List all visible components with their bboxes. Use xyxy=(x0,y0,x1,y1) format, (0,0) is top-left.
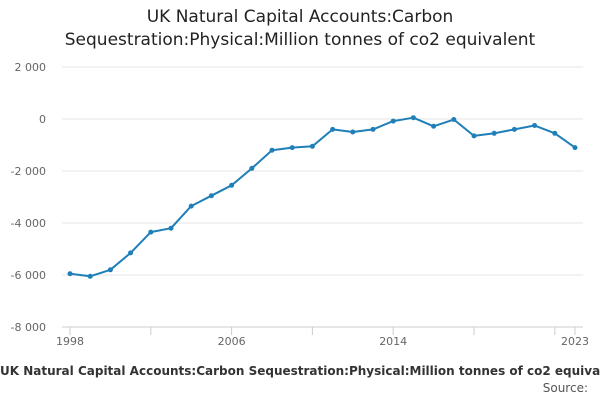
data-point[interactable] xyxy=(390,118,396,124)
y-tick-label: -6 000 xyxy=(11,269,46,282)
data-point[interactable] xyxy=(370,126,376,132)
data-point[interactable] xyxy=(451,117,457,123)
data-point[interactable] xyxy=(431,123,437,129)
data-point[interactable] xyxy=(229,182,235,188)
data-point[interactable] xyxy=(249,165,255,171)
data-point[interactable] xyxy=(471,133,477,139)
chart-title: UK Natural Capital Accounts:Carbon Seque… xyxy=(0,6,600,52)
data-point[interactable] xyxy=(350,129,356,135)
data-point[interactable] xyxy=(107,267,113,273)
x-tick-label: 2014 xyxy=(379,335,407,348)
source-label: Source: xyxy=(542,381,588,395)
series-layer xyxy=(67,115,578,279)
data-point[interactable] xyxy=(552,130,558,136)
data-point[interactable] xyxy=(511,126,517,132)
data-point[interactable] xyxy=(269,147,275,153)
data-point[interactable] xyxy=(289,145,295,151)
y-tick-label: 0 xyxy=(39,113,46,126)
data-point[interactable] xyxy=(148,229,154,235)
gridlines xyxy=(62,66,583,328)
data-point[interactable] xyxy=(87,273,93,279)
x-axis: 1998 2006 2014 2023 xyxy=(56,326,589,348)
series-line xyxy=(69,116,576,278)
y-tick-label: -8 000 xyxy=(11,321,46,334)
data-point[interactable] xyxy=(330,126,336,132)
x-tick-label: 1998 xyxy=(56,335,84,348)
x-tick-label: 2023 xyxy=(561,335,589,348)
y-tick-label: -2 000 xyxy=(11,165,46,178)
data-point[interactable] xyxy=(309,143,315,149)
chart-title-line-1: UK Natural Capital Accounts:Carbon xyxy=(146,7,454,27)
y-axis: -8 000 -6 000 -4 000 -2 000 0 2 000 xyxy=(11,61,46,334)
data-point[interactable] xyxy=(168,225,174,231)
data-point[interactable] xyxy=(572,145,578,151)
y-tick-label: 2 000 xyxy=(15,61,47,74)
data-point[interactable] xyxy=(532,123,538,128)
legend-label: UK Natural Capital Accounts:Carbon Seque… xyxy=(0,364,600,378)
data-point[interactable] xyxy=(67,271,73,277)
data-point[interactable] xyxy=(410,115,416,121)
data-point[interactable] xyxy=(188,203,194,209)
x-tick-label: 2006 xyxy=(218,335,246,348)
chart-title-line-2: Sequestration:Physical:Million tonnes of… xyxy=(64,30,536,50)
data-point[interactable] xyxy=(128,250,134,256)
data-point[interactable] xyxy=(208,193,214,199)
data-point[interactable] xyxy=(491,130,497,136)
y-tick-label: -4 000 xyxy=(11,217,46,230)
